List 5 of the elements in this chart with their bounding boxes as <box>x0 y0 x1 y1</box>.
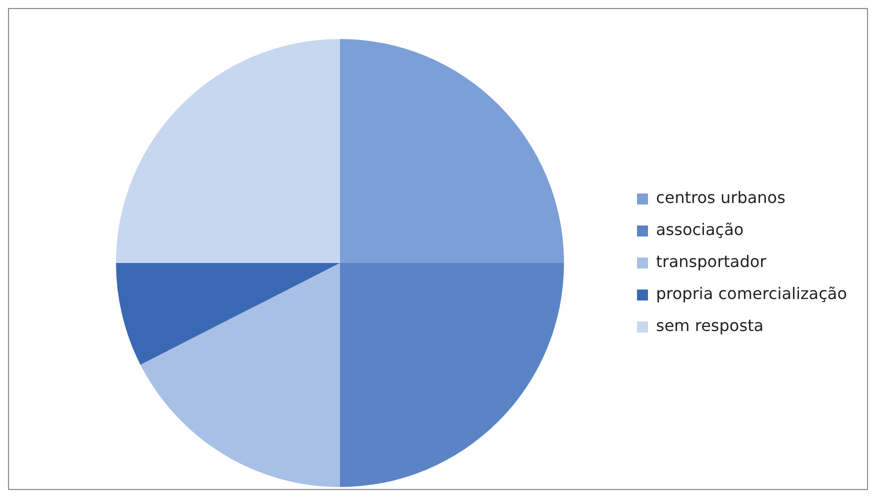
legend-label: sem resposta <box>656 316 764 336</box>
legend-label: transportador <box>656 252 767 272</box>
legend-label: propria comercialização <box>656 284 847 304</box>
legend-label: centros urbanos <box>656 188 786 208</box>
legend-label: associação <box>656 220 744 240</box>
